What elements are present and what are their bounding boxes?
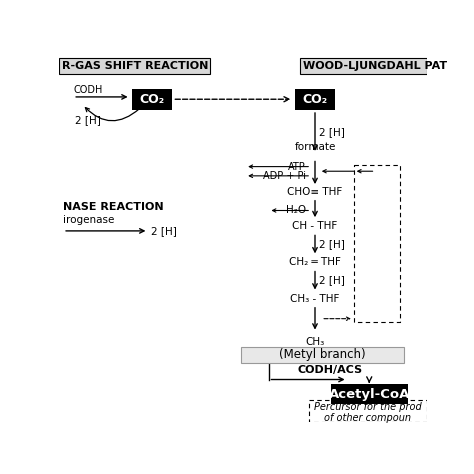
Text: CHO≡ THF: CHO≡ THF xyxy=(287,187,343,197)
Text: irogenase: irogenase xyxy=(63,215,115,225)
Bar xyxy=(241,347,404,363)
Text: 2 [H]: 2 [H] xyxy=(319,127,345,137)
Text: (Metyl branch): (Metyl branch) xyxy=(280,348,366,361)
Text: Percursor for the prod
of other compoun: Percursor for the prod of other compoun xyxy=(314,402,421,423)
Bar xyxy=(330,384,408,404)
Text: NASE REACTION: NASE REACTION xyxy=(63,202,164,212)
Text: ATP: ATP xyxy=(288,162,306,172)
Text: CH₃: CH₃ xyxy=(305,337,325,347)
Text: 2 [H]: 2 [H] xyxy=(75,115,100,126)
Bar xyxy=(132,89,173,109)
Text: R-GAS SHIFT REACTION: R-GAS SHIFT REACTION xyxy=(63,61,209,71)
Text: THF: THF xyxy=(356,314,375,324)
Text: WOOD-LJUNGDAHL PAT: WOOD-LJUNGDAHL PAT xyxy=(302,61,447,71)
Bar xyxy=(354,165,400,322)
Text: CODH/ACS: CODH/ACS xyxy=(298,365,363,375)
Bar xyxy=(309,401,427,422)
Bar xyxy=(300,58,427,74)
Text: CO₂: CO₂ xyxy=(140,93,165,106)
Bar xyxy=(295,89,335,109)
Text: CH₃ - THF: CH₃ - THF xyxy=(290,294,340,304)
Text: CODH: CODH xyxy=(73,85,102,95)
Text: THF: THF xyxy=(377,166,397,176)
Text: 2 [H]: 2 [H] xyxy=(319,275,345,285)
Text: formate: formate xyxy=(294,142,336,152)
Bar xyxy=(59,58,210,74)
Text: H₂O: H₂O xyxy=(285,206,306,216)
Text: 2 [H]: 2 [H] xyxy=(151,226,177,236)
Text: CH - THF: CH - THF xyxy=(292,221,337,231)
Text: Acetyl-CoA: Acetyl-CoA xyxy=(328,388,410,401)
Text: 2 [H]: 2 [H] xyxy=(319,239,345,249)
Text: CO₂: CO₂ xyxy=(302,93,328,106)
Text: CH₂ ═ THF: CH₂ ═ THF xyxy=(289,257,341,267)
Text: ADP + Pi: ADP + Pi xyxy=(263,171,306,181)
